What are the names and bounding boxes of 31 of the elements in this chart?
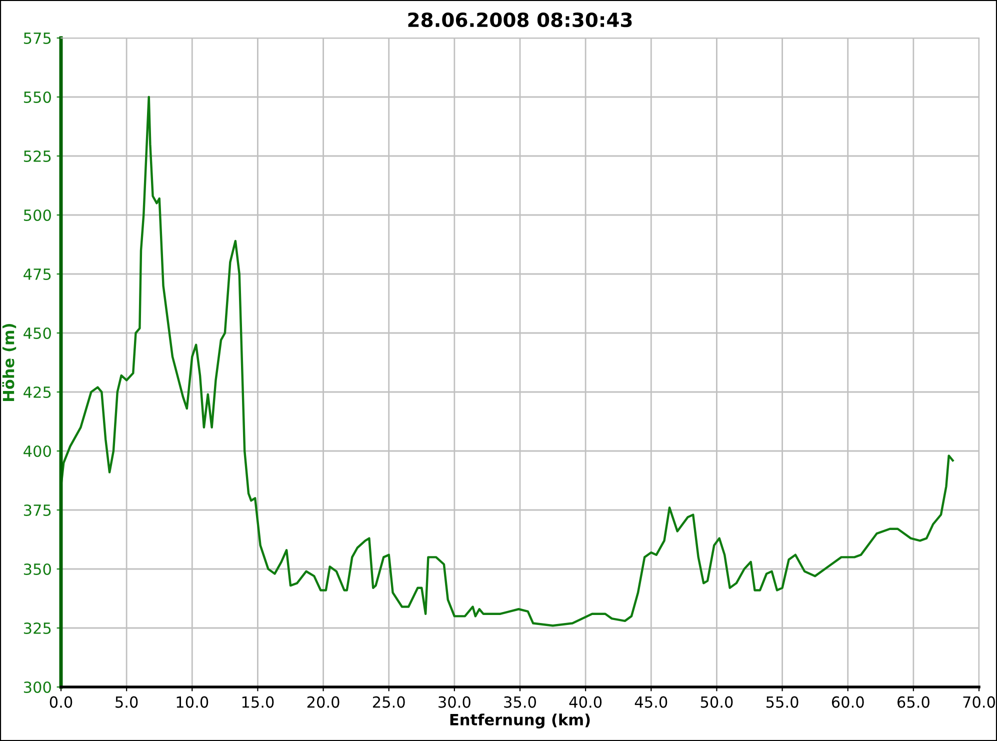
x-tick-label: 55.0 bbox=[766, 696, 798, 708]
line-series bbox=[61, 96, 954, 627]
x-tick-label: 40.0 bbox=[569, 696, 602, 708]
y-tick-label: 500 bbox=[24, 209, 51, 222]
x-tick-label: 20.0 bbox=[307, 696, 340, 708]
y-tick-label: 475 bbox=[24, 268, 51, 280]
x-tick-label: 60.0 bbox=[832, 696, 864, 708]
x-tick-label: 10.0 bbox=[176, 696, 208, 708]
y-tick-label: 450 bbox=[24, 327, 51, 340]
x-tick-label: 70.0 bbox=[963, 696, 995, 708]
x-tick-label: 45.0 bbox=[634, 696, 668, 708]
x-tick-label: 30.0 bbox=[438, 696, 470, 708]
x-tick-label: 25.0 bbox=[372, 696, 405, 708]
y-axis-title: Höhe (m) bbox=[2, 324, 16, 401]
y-tick-label: 350 bbox=[24, 563, 51, 576]
y-tick-label: 300 bbox=[24, 681, 51, 694]
y-tick-label: 550 bbox=[24, 91, 51, 104]
x-tick-label: 5.0 bbox=[116, 696, 138, 708]
y-tick-label: 525 bbox=[24, 150, 51, 162]
y-tick-label: 425 bbox=[24, 386, 51, 398]
y-tick-label: 575 bbox=[24, 32, 51, 44]
x-tick-label: 15.0 bbox=[242, 696, 274, 708]
x-axis-title: Entfernung (km) bbox=[450, 714, 590, 728]
chart-title: 28.06.2008 08:30:43 bbox=[408, 12, 632, 28]
y-tick-label: 400 bbox=[24, 445, 51, 458]
y-tick-label: 325 bbox=[24, 622, 51, 634]
y-tick-label: 375 bbox=[24, 504, 51, 516]
x-tick-label: 35.0 bbox=[504, 696, 536, 708]
x-tick-label: 0.0 bbox=[50, 696, 72, 708]
x-tick-label: 65.0 bbox=[897, 696, 930, 708]
x-tick-label: 50.0 bbox=[700, 696, 733, 708]
